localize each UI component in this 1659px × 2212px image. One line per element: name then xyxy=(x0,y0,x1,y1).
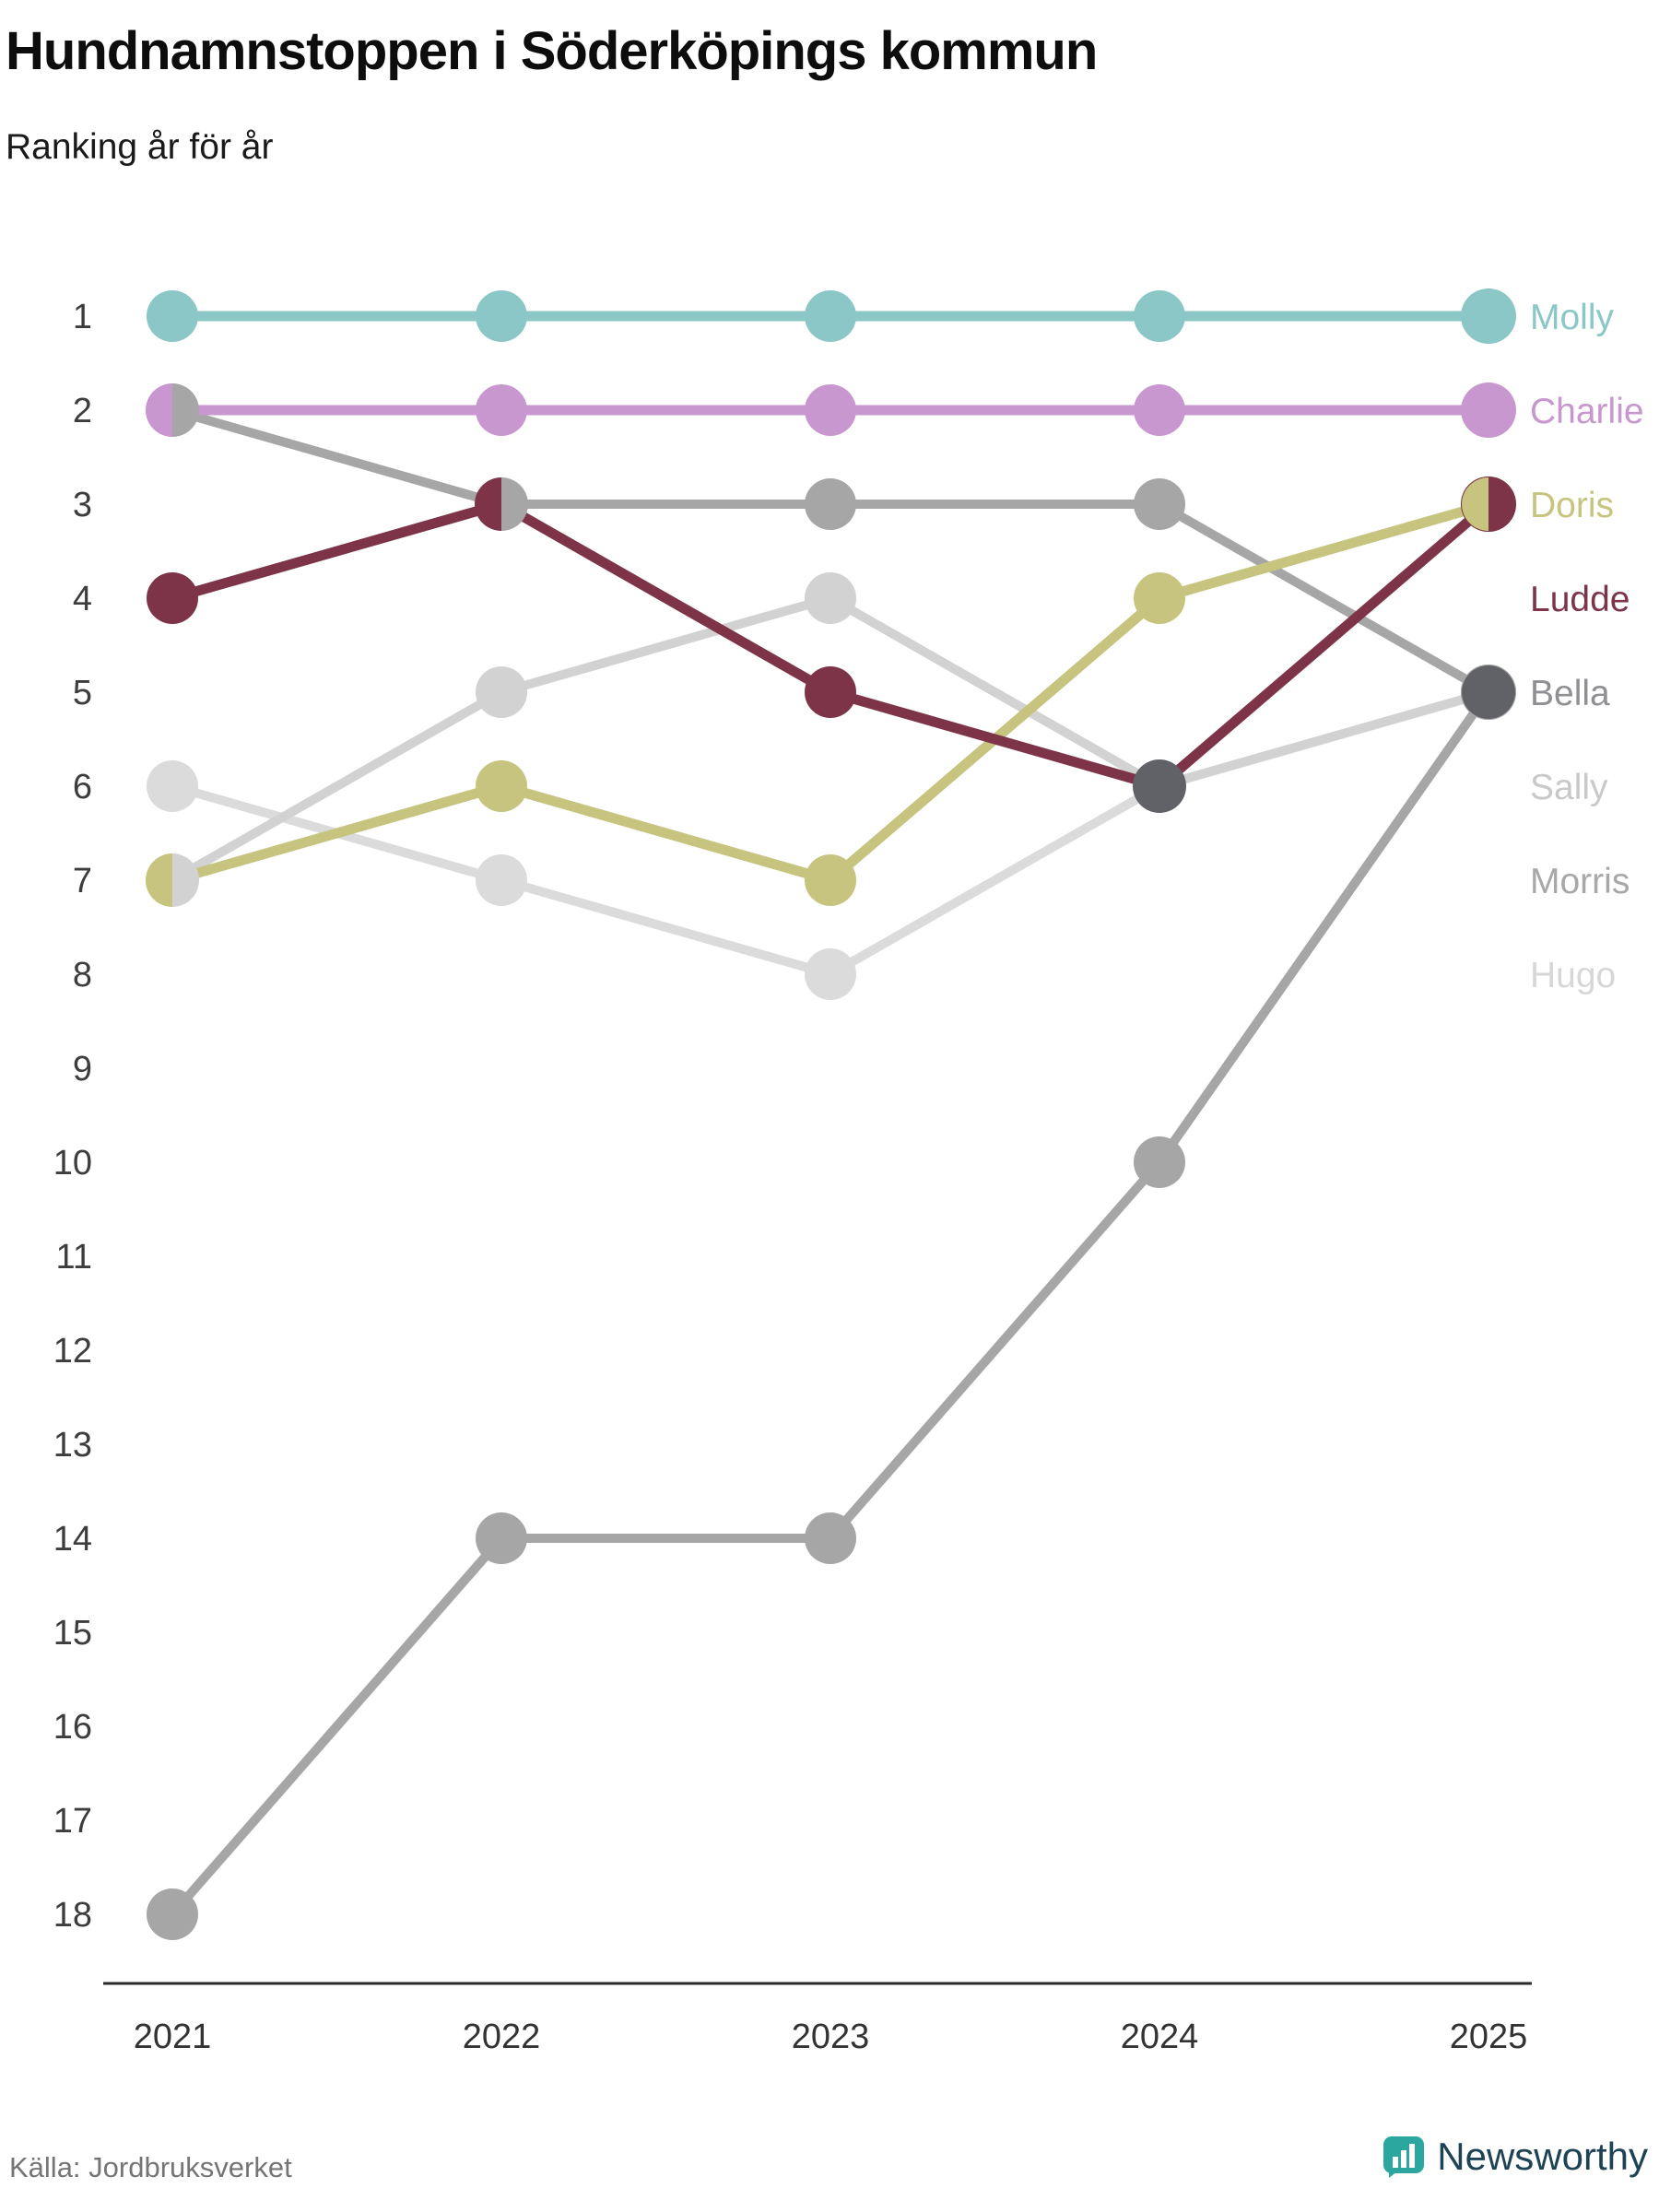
page-title: Hundnamnstoppen i Söderköpings kommun xyxy=(6,21,1098,81)
rank-axis-label: 13 xyxy=(53,1426,92,1465)
rank-axis-label: 5 xyxy=(73,674,92,712)
series-label-morris: Morris xyxy=(1530,862,1630,901)
rank-axis-label: 4 xyxy=(73,580,92,618)
rank-axis-label: 18 xyxy=(53,1896,92,1935)
tie-dot-left-half xyxy=(146,383,172,437)
series-label-ludde: Ludde xyxy=(1530,580,1630,619)
tie-dot-left-half xyxy=(1462,477,1488,531)
rank-axis-label: 14 xyxy=(53,1520,92,1559)
rank-axis-label: 16 xyxy=(53,1708,92,1747)
newsworthy-wordmark: Newsworthy xyxy=(1437,2135,1648,2178)
rank-axis-label: 17 xyxy=(53,1802,92,1841)
tie-dot-right-half xyxy=(501,477,528,531)
tie-dot-right-half xyxy=(1488,477,1515,531)
newsworthy-icon xyxy=(1383,2136,1425,2178)
page-subtitle: Ranking år för år xyxy=(6,127,274,167)
series-dot-molly xyxy=(1134,290,1185,342)
series-dot-hugo xyxy=(805,948,856,1000)
tie-dot-solid xyxy=(1462,665,1515,719)
series-dot-bella xyxy=(805,1512,856,1564)
series-dot-doris xyxy=(805,854,856,906)
series-dot-bella xyxy=(476,1512,527,1564)
rank-axis-label: 1 xyxy=(73,298,92,336)
series-dot-molly xyxy=(147,290,198,342)
rank-axis-label: 12 xyxy=(53,1332,92,1371)
tie-dot-right-half xyxy=(172,853,199,907)
series-dot-sally xyxy=(805,572,856,624)
rank-axis-label: 8 xyxy=(73,956,92,994)
rank-axis-label: 15 xyxy=(53,1614,92,1653)
series-label-sally: Sally xyxy=(1530,768,1608,807)
series-dot-charlie xyxy=(805,384,856,436)
series-dot-charlie xyxy=(1134,384,1185,436)
series-dot-ludde xyxy=(805,666,856,718)
rank-axis-label: 10 xyxy=(53,1144,92,1182)
series-line-morris xyxy=(168,406,1493,697)
newsworthy-logo: Newsworthy xyxy=(1382,2135,1648,2179)
series-label-charlie: Charlie xyxy=(1530,392,1644,431)
rank-axis-label: 9 xyxy=(73,1050,92,1088)
rank-axis-label: 11 xyxy=(56,1238,92,1277)
x-axis-label: 2022 xyxy=(463,2018,541,2056)
tie-dot-right-half xyxy=(172,383,199,437)
series-dot-hugo xyxy=(476,854,527,906)
rank-axis-label: 2 xyxy=(73,392,92,430)
x-axis-label: 2021 xyxy=(134,2018,212,2056)
series-label-molly: Molly xyxy=(1530,298,1615,337)
x-axis-label: 2023 xyxy=(792,2018,870,2056)
series-dot-morris xyxy=(805,478,856,530)
series-dot-bella xyxy=(1134,1136,1185,1188)
series-dot-charlie xyxy=(476,384,527,436)
series-dot-charlie xyxy=(1461,382,1516,438)
series-dot-morris xyxy=(1134,478,1185,530)
tie-dot-left-half xyxy=(475,477,501,531)
series-dot-molly xyxy=(1461,288,1516,344)
tie-dot-solid xyxy=(1133,759,1186,813)
series-dot-hugo xyxy=(147,760,198,812)
series-label-bella: Bella xyxy=(1530,674,1610,713)
rank-axis-label: 3 xyxy=(73,486,92,524)
series-line-hugo xyxy=(168,688,1493,980)
series-dot-sally xyxy=(476,666,527,718)
series-dot-molly xyxy=(476,290,527,342)
series-dot-bella xyxy=(147,1888,198,1940)
source-note: Källa: Jordbruksverket xyxy=(9,2151,292,2183)
tie-dot-left-half xyxy=(146,853,172,907)
series-dot-doris xyxy=(476,760,527,812)
x-axis-label: 2024 xyxy=(1121,2018,1199,2056)
series-dot-molly xyxy=(805,290,856,342)
rank-axis-label: 6 xyxy=(73,768,92,806)
x-axis-label: 2025 xyxy=(1450,2018,1528,2056)
series-label-hugo: Hugo xyxy=(1530,956,1616,995)
series-dot-ludde xyxy=(147,572,198,624)
rank-axis-label: 7 xyxy=(73,862,92,900)
series-label-doris: Doris xyxy=(1530,486,1614,525)
series-dot-doris xyxy=(1134,572,1185,624)
